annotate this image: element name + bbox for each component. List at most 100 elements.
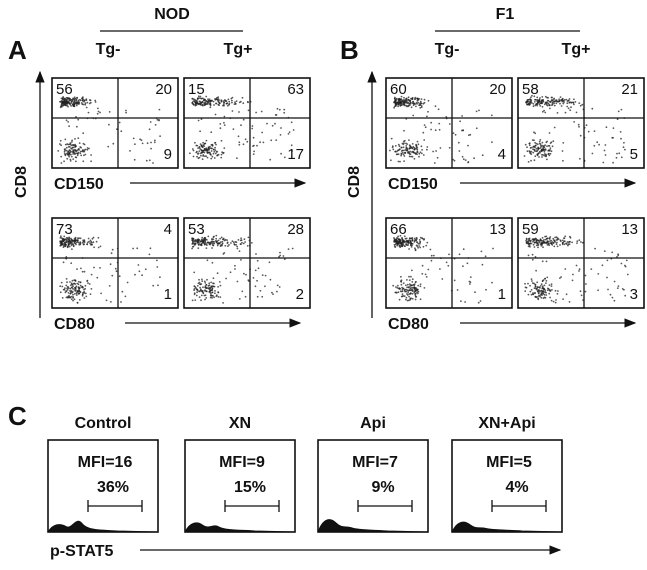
dot bbox=[398, 244, 401, 247]
dot bbox=[556, 237, 559, 240]
dot bbox=[218, 102, 221, 105]
dot bbox=[242, 242, 245, 245]
dot bbox=[191, 97, 194, 100]
dot bbox=[209, 296, 212, 299]
dot bbox=[189, 152, 191, 155]
dot bbox=[238, 298, 241, 300]
dot bbox=[620, 137, 622, 140]
dot bbox=[419, 102, 422, 104]
dot bbox=[534, 295, 537, 298]
dot bbox=[530, 289, 533, 291]
dot bbox=[57, 150, 60, 152]
dot bbox=[205, 297, 208, 299]
dot bbox=[405, 97, 408, 100]
dot bbox=[401, 151, 404, 154]
dot bbox=[198, 296, 201, 298]
dot bbox=[204, 99, 207, 102]
dot bbox=[211, 155, 214, 158]
dot bbox=[79, 291, 82, 294]
dot bbox=[421, 149, 423, 151]
dot bbox=[196, 291, 199, 294]
dot bbox=[85, 106, 88, 109]
dot bbox=[540, 292, 543, 294]
dot bbox=[233, 103, 236, 105]
dot bbox=[491, 281, 493, 284]
group-label: NOD bbox=[154, 6, 190, 23]
dot bbox=[68, 236, 70, 239]
dot bbox=[550, 299, 553, 302]
dot bbox=[269, 278, 272, 281]
dot bbox=[213, 157, 216, 159]
dot bbox=[620, 262, 623, 265]
dot bbox=[539, 97, 541, 99]
dot bbox=[539, 238, 542, 241]
dot bbox=[410, 155, 412, 158]
dot bbox=[408, 104, 411, 107]
dot bbox=[462, 158, 465, 161]
dot bbox=[526, 150, 529, 153]
dot bbox=[549, 236, 552, 238]
dot bbox=[94, 101, 97, 103]
dot bbox=[577, 123, 580, 126]
dot bbox=[148, 159, 151, 162]
dot bbox=[234, 268, 236, 270]
dot bbox=[112, 142, 115, 145]
dot bbox=[208, 151, 211, 154]
dot bbox=[410, 97, 412, 100]
y-axis-label: CD8 bbox=[346, 166, 363, 198]
dot bbox=[605, 126, 608, 129]
dot bbox=[225, 277, 228, 280]
dot bbox=[548, 104, 551, 107]
dot bbox=[399, 246, 402, 249]
dot bbox=[537, 100, 540, 103]
dot bbox=[534, 284, 537, 286]
dot bbox=[205, 287, 208, 290]
dot bbox=[212, 100, 215, 103]
dot bbox=[209, 145, 211, 148]
dot bbox=[79, 281, 82, 284]
dot bbox=[544, 149, 547, 151]
dot bbox=[404, 237, 407, 240]
quadrant-value: 5 bbox=[630, 146, 638, 163]
dot bbox=[532, 243, 535, 246]
dot bbox=[439, 268, 441, 270]
dot bbox=[546, 158, 548, 161]
dot bbox=[539, 143, 542, 146]
dot bbox=[229, 271, 232, 274]
dot bbox=[86, 148, 89, 151]
dot bbox=[469, 276, 472, 278]
histogram-box bbox=[317, 439, 429, 533]
dot bbox=[224, 100, 227, 103]
dot bbox=[528, 142, 531, 145]
dot bbox=[64, 287, 66, 289]
dot bbox=[425, 244, 428, 247]
dot bbox=[80, 154, 83, 157]
dot bbox=[194, 101, 196, 103]
dot bbox=[543, 103, 546, 106]
dot bbox=[530, 150, 533, 153]
dot bbox=[156, 266, 159, 268]
dot bbox=[397, 143, 400, 146]
dot bbox=[416, 241, 418, 244]
dot bbox=[247, 236, 250, 239]
dot bbox=[76, 241, 78, 244]
dot bbox=[203, 151, 206, 154]
x-axis-label: CD150 bbox=[54, 176, 104, 193]
dot bbox=[74, 279, 77, 282]
dot bbox=[420, 105, 423, 107]
dot bbox=[156, 118, 159, 121]
dot bbox=[158, 119, 160, 122]
dot bbox=[556, 245, 559, 248]
dot bbox=[409, 298, 412, 301]
dot bbox=[241, 290, 244, 293]
dot bbox=[537, 246, 539, 249]
dot bbox=[71, 151, 74, 153]
dot bbox=[619, 131, 622, 133]
dot bbox=[76, 301, 79, 304]
dot bbox=[421, 264, 424, 267]
dot bbox=[207, 287, 209, 289]
dot bbox=[232, 128, 235, 131]
dot bbox=[60, 162, 63, 164]
dot bbox=[585, 283, 587, 285]
